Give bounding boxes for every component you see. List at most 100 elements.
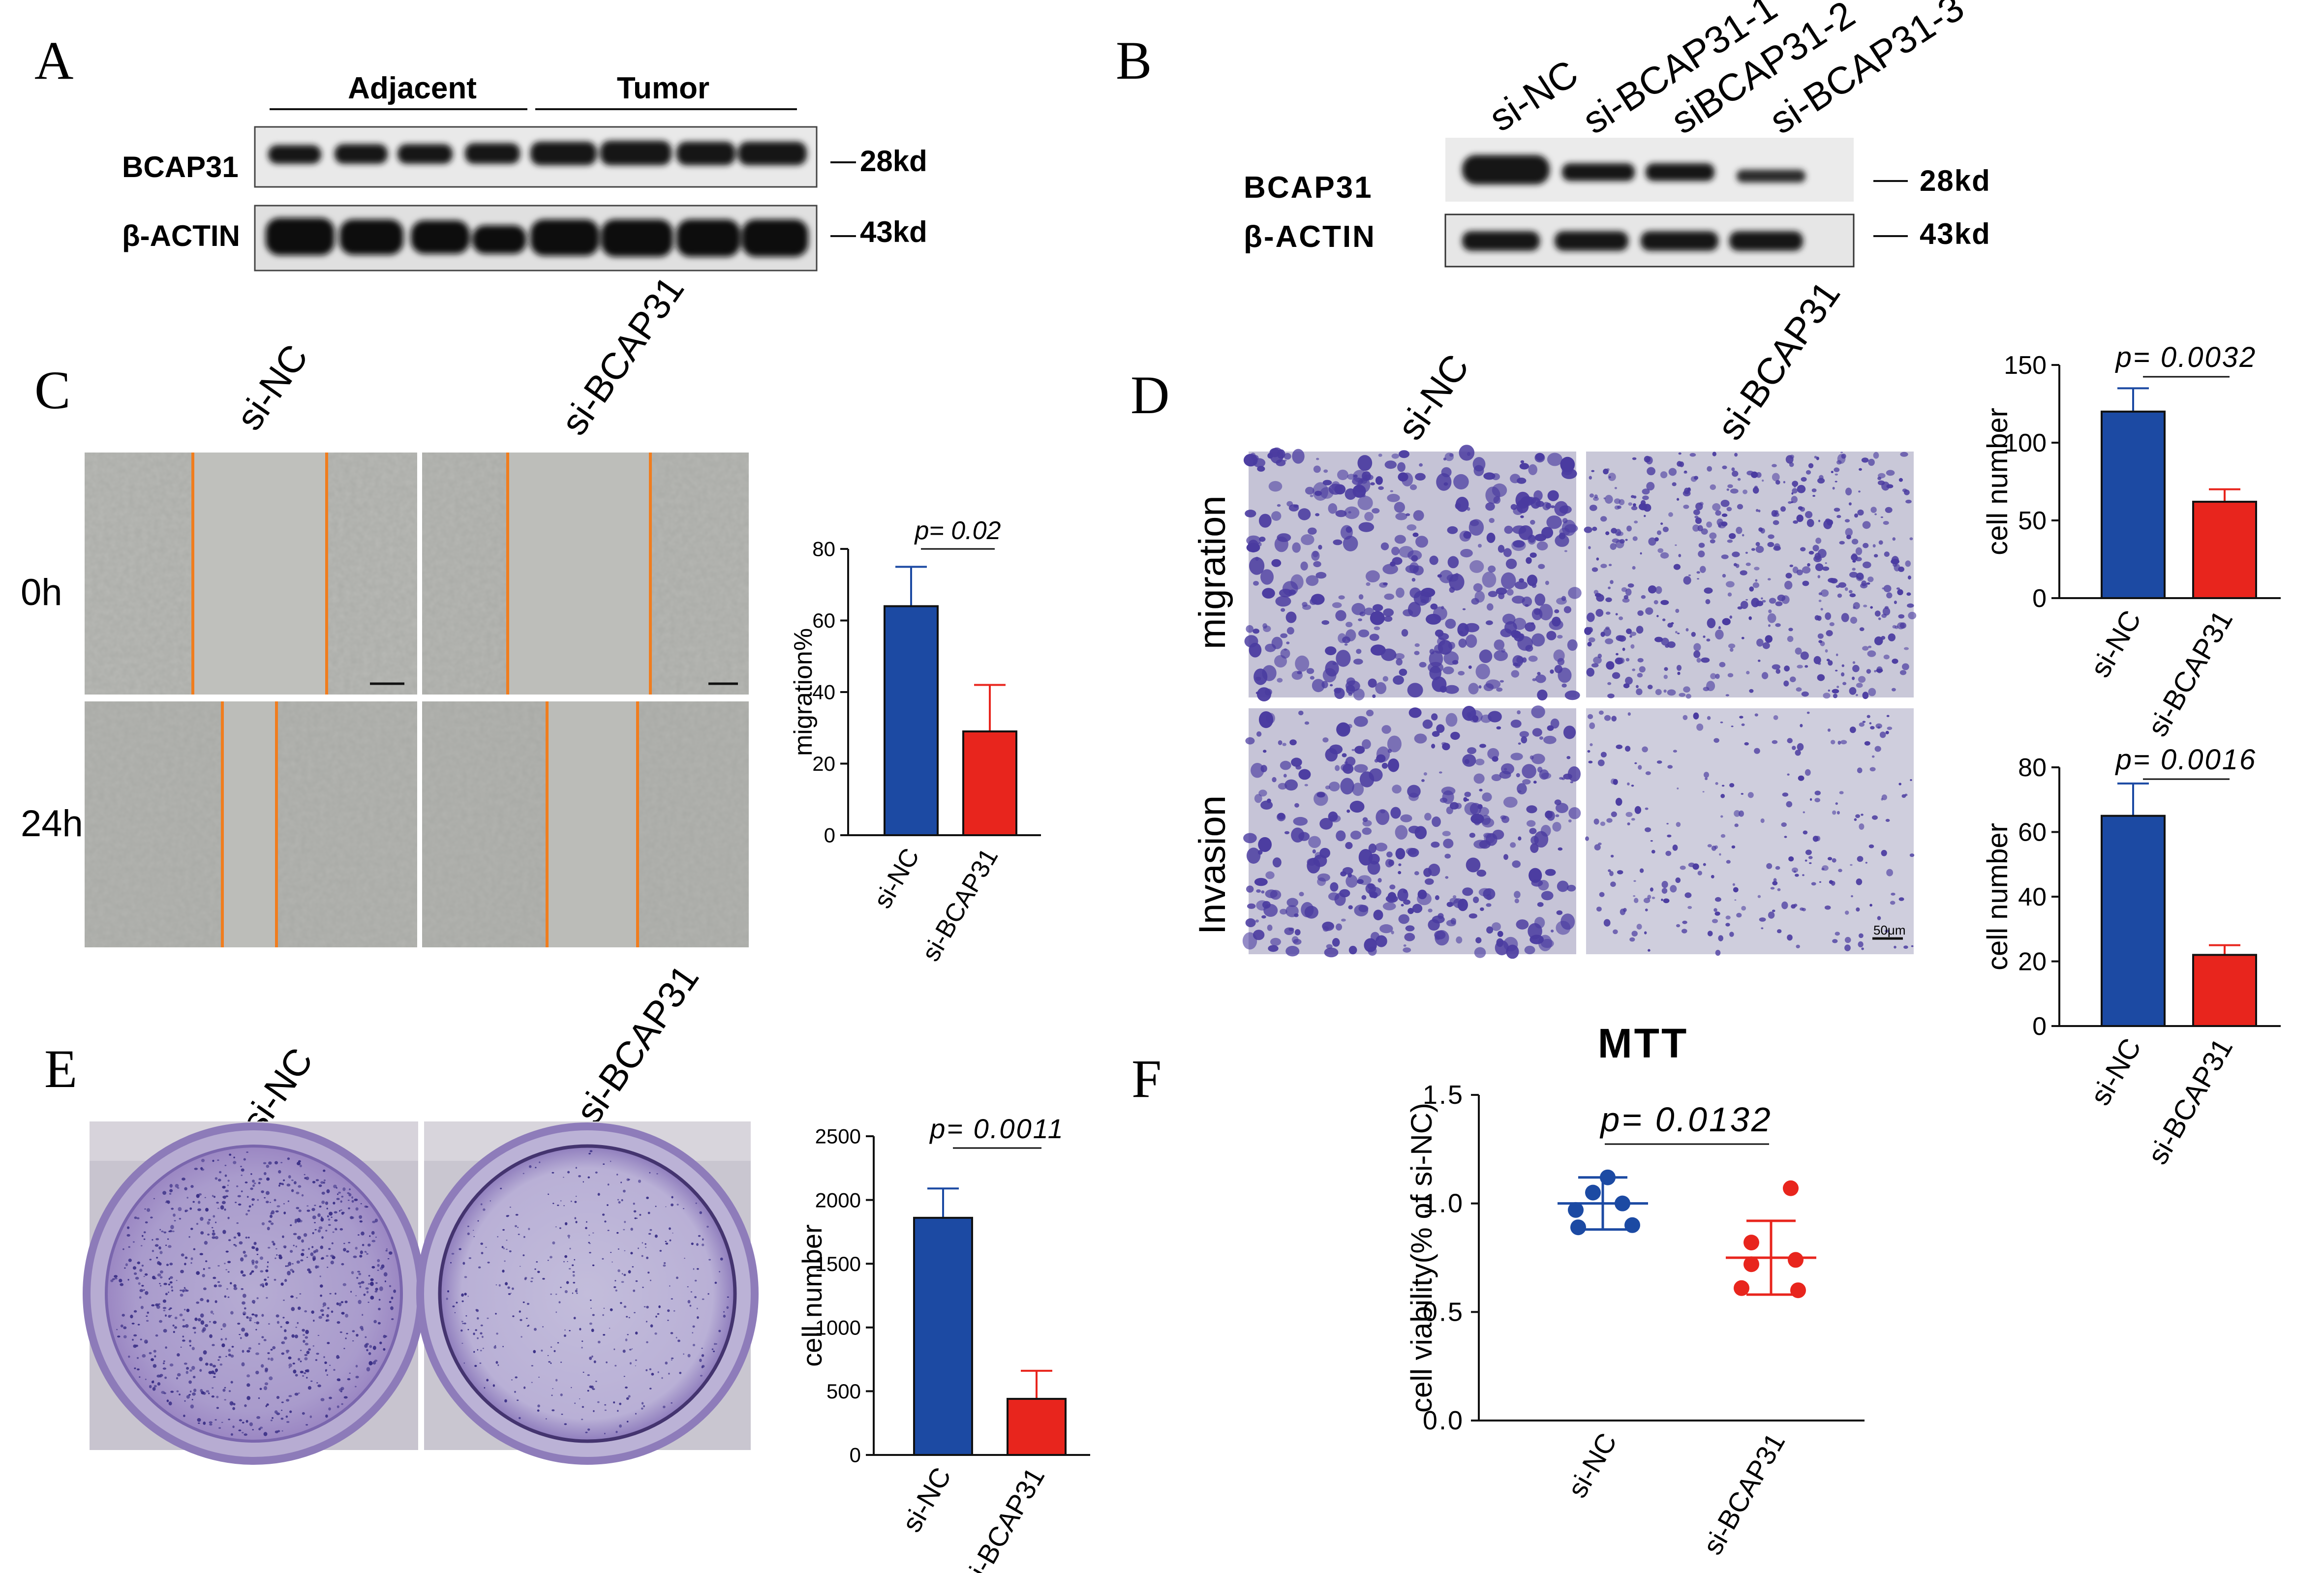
panel-letter-D: D — [1131, 365, 1169, 425]
data-point — [1783, 1180, 1799, 1196]
x-tick-label: si-NC — [1561, 1428, 1623, 1503]
y-axis-label: cell number — [1982, 408, 2014, 555]
row-label-invasion: Invasion — [1192, 795, 1233, 935]
bar — [2101, 815, 2166, 1027]
row-label-0h: 0h — [21, 572, 62, 613]
data-point — [1568, 1202, 1584, 1218]
y-tick-label: 1.5 — [1423, 1080, 1464, 1110]
y-tick-label: 0.5 — [1423, 1297, 1464, 1327]
panel-E: E si-NC si-BCAP31 0 500 1000 1500 2000 2500 ce… — [44, 958, 1090, 1573]
x-tick-label: si-NC — [896, 1462, 957, 1538]
transwell-image-sinc-invasion — [1242, 705, 1581, 959]
bar — [1007, 1397, 1067, 1456]
column-label-sinc-C: si-NC — [228, 337, 316, 437]
panel-D: D si-NC si-BCAP31 migration Invasion 50μ… — [1131, 274, 2281, 1170]
x-tick-label: si-BCAP31 — [1697, 1428, 1791, 1560]
wound-image-sinc-24h — [85, 701, 417, 947]
column-label-sibcap31-D: si-BCAP31 — [1709, 274, 1848, 448]
y-tick-label: 2000 — [815, 1188, 861, 1211]
x-tick-label: si-NC — [2084, 1033, 2147, 1111]
panel-B: B si-NC si-BCAP31-1 siBCAP31-2 si-BCAP31… — [1116, 0, 1991, 268]
colony-dish-sibcap31 — [416, 1121, 759, 1465]
bar — [2192, 954, 2257, 1027]
panel-letter-B: B — [1116, 30, 1152, 91]
y-axis-label: migration% — [789, 628, 818, 756]
lane-label-1: si-NC — [1481, 51, 1585, 140]
size-label-28kd-A: 28kd — [860, 145, 927, 178]
x-tick-label: si-NC — [868, 844, 925, 913]
x-tick-label: si-BCAP31 — [917, 844, 1004, 966]
p-value: p= 0.02 — [914, 516, 1001, 545]
y-tick-label: 0 — [824, 824, 835, 847]
y-tick-label: 20 — [812, 752, 835, 775]
y-tick-label: 2500 — [815, 1125, 861, 1148]
y-tick-label: 60 — [2018, 818, 2047, 847]
y-tick-label: 0 — [2032, 584, 2047, 613]
bar — [962, 730, 1017, 837]
p-value: p= 0.0016 — [2115, 744, 2257, 776]
row-label-bcap31-B: BCAP31 — [1244, 171, 1373, 205]
y-tick-label: 1500 — [815, 1252, 861, 1275]
y-axis-label: cell viability(% of si-NC) — [1405, 1103, 1438, 1413]
size-label-43kd-A: 43kd — [860, 215, 927, 248]
data-point — [1743, 1256, 1759, 1272]
x-tick-label: si-BCAP31 — [2141, 605, 2239, 742]
x-tick-label: si-NC — [2084, 605, 2147, 683]
x-tick-label: si-BCAP31 — [956, 1462, 1050, 1573]
bar — [2101, 410, 2166, 599]
bar — [884, 605, 939, 837]
y-axis-label: cell number — [1982, 823, 2014, 970]
column-label-sibcap31-E: si-BCAP31 — [568, 958, 707, 1131]
data-point — [1734, 1280, 1749, 1296]
data-point — [1743, 1235, 1759, 1251]
y-tick-label: 40 — [2018, 883, 2047, 911]
y-tick-label: 0 — [2032, 1012, 2047, 1041]
column-label-sinc-D: si-NC — [1389, 347, 1477, 447]
y-tick-label: 50 — [2018, 507, 2047, 535]
group-label-tumor: Tumor — [617, 71, 709, 105]
wound-image-sibcap31-0h — [422, 453, 749, 695]
y-tick-label: 150 — [2004, 351, 2047, 380]
y-tick-label: 0.0 — [1423, 1406, 1464, 1435]
bar — [913, 1216, 973, 1456]
row-label-actin-B: β-ACTIN — [1244, 220, 1376, 254]
y-tick-label: 80 — [812, 538, 835, 561]
y-axis-label: cell number — [796, 1224, 827, 1366]
group-label-adjacent: Adjacent — [348, 71, 477, 105]
panel-A: A Adjacent Tumor BCAP31 β-ACTIN — [34, 30, 927, 272]
colony-dish-sinc — [83, 1121, 425, 1465]
western-blot-actin-A — [254, 205, 818, 272]
y-tick-label: 80 — [2018, 754, 2047, 782]
panel-C: C si-NC si-BCAP31 0h 24h — [21, 269, 1041, 966]
bar — [2192, 501, 2257, 600]
transwell-image-sibcap31-invasion: 50μm — [1585, 708, 1915, 956]
row-label-bcap31: BCAP31 — [122, 151, 239, 183]
row-label-migration: migration — [1192, 495, 1233, 649]
panel-letter-A: A — [34, 30, 73, 91]
p-value: p= 0.0011 — [929, 1113, 1065, 1144]
panel-letter-C: C — [34, 360, 70, 420]
y-tick-label: 1000 — [815, 1316, 861, 1339]
wound-image-sibcap31-24h — [422, 701, 749, 947]
row-label-actin: β-ACTIN — [122, 219, 240, 252]
data-point — [1788, 1252, 1804, 1268]
panel-letter-F: F — [1131, 1049, 1162, 1109]
size-label-43kd-B: 43kd — [1920, 217, 1991, 250]
western-blot-bcap31-A — [254, 126, 818, 188]
western-blot-bcap31-B — [1445, 138, 1854, 202]
western-blot-actin-B — [1444, 213, 1855, 268]
data-point — [1585, 1184, 1601, 1201]
p-value: p= 0.0032 — [2115, 341, 2257, 373]
transwell-image-sibcap31-migration — [1584, 452, 1917, 699]
bar-chart-colony-cell-number: 0 500 1000 1500 2000 2500 cell number si-NCsi-B… — [796, 1113, 1090, 1573]
data-point — [1570, 1219, 1586, 1236]
y-tick-label: 500 — [826, 1380, 861, 1403]
chart-title: MTT — [1598, 1020, 1689, 1066]
y-tick-label: 40 — [812, 681, 835, 704]
